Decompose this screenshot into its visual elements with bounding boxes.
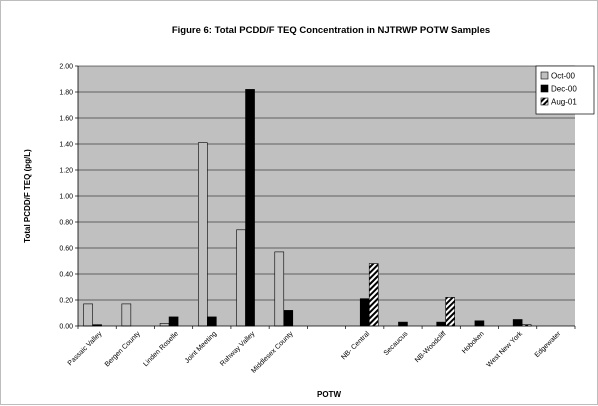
y-tick-label: 0.00 (59, 324, 73, 331)
y-tick-label: 0.80 (59, 220, 73, 227)
y-tick-label: 1.40 (59, 142, 73, 149)
bar-dec-00 (436, 321, 446, 327)
bar-oct-00 (236, 229, 246, 327)
bar-dec-00 (512, 319, 523, 327)
y-tick-label: 2.00 (59, 64, 73, 71)
legend-label: Oct-00 (551, 72, 576, 81)
y-tick-label: 0.40 (59, 272, 73, 279)
legend-label: Aug-01 (551, 98, 577, 107)
x-tick-label: NB- Central (340, 330, 371, 361)
legend-swatch-dec-00 (540, 84, 549, 93)
x-tick-label: Edgewater (534, 330, 563, 359)
bar-oct-00 (274, 251, 285, 327)
gridlines (78, 65, 575, 301)
bar-dec-00 (168, 316, 179, 327)
x-tick-label: Middlesex County (250, 330, 295, 375)
bar-dec-00 (207, 316, 217, 327)
x-tick-label: West New York (486, 330, 525, 369)
legend-label: Dec-00 (551, 85, 577, 94)
bar-oct-00 (121, 303, 132, 327)
chart-title: Figure 6: Total PCDD/F TEQ Concentration… (172, 25, 490, 36)
legend-swatch-aug-01 (540, 97, 549, 106)
x-tick-label: Secaucus (383, 330, 410, 357)
x-tick-label: NB-Woodcliff (414, 330, 448, 364)
y-axis-title: Total PCDD/F TEQ (pg/L) (23, 149, 32, 243)
x-tick-label: Hoboken (461, 330, 486, 355)
bar-dec-00 (359, 298, 370, 327)
bar-oct-00 (198, 142, 208, 327)
x-tick-label: Joint Meeting (184, 330, 218, 364)
bar-aug-01 (368, 263, 379, 327)
x-tick-label: Passaic Valley (67, 330, 104, 367)
legend-swatch-oct-00 (540, 71, 549, 80)
x-tick-label: Bergen County (104, 330, 142, 368)
y-tick-labels: 0.00 0.20 0.40 0.60 0.80 1.00 1.20 1.40 1.60 1.80… (59, 64, 78, 331)
bar-dec-00 (245, 89, 255, 327)
bar-oct-00 (83, 303, 93, 327)
y-tick-label: 1.00 (59, 194, 73, 201)
x-tick-label: Linden Roselle (142, 330, 180, 368)
bar-dec-00 (474, 320, 485, 327)
y-tick-label: 0.20 (59, 298, 73, 305)
y-tick-label: 1.80 (59, 90, 73, 97)
y-tick-label: 0.60 (59, 246, 73, 253)
y-tick-label: 1.20 (59, 168, 73, 175)
x-tick-labels: Passaic Valley Bergen County Linden Rosell… (67, 326, 576, 375)
x-axis-title: POTW (317, 390, 341, 399)
bar-dec-00 (398, 321, 408, 327)
y-tick-label: 1.60 (59, 116, 73, 123)
bar-aug-01 (445, 297, 455, 327)
x-tick-label: Rahway Valley (219, 330, 257, 368)
legend: Oct-00 Dec-00 Aug-01 (535, 65, 595, 115)
bar-dec-00 (283, 310, 294, 327)
